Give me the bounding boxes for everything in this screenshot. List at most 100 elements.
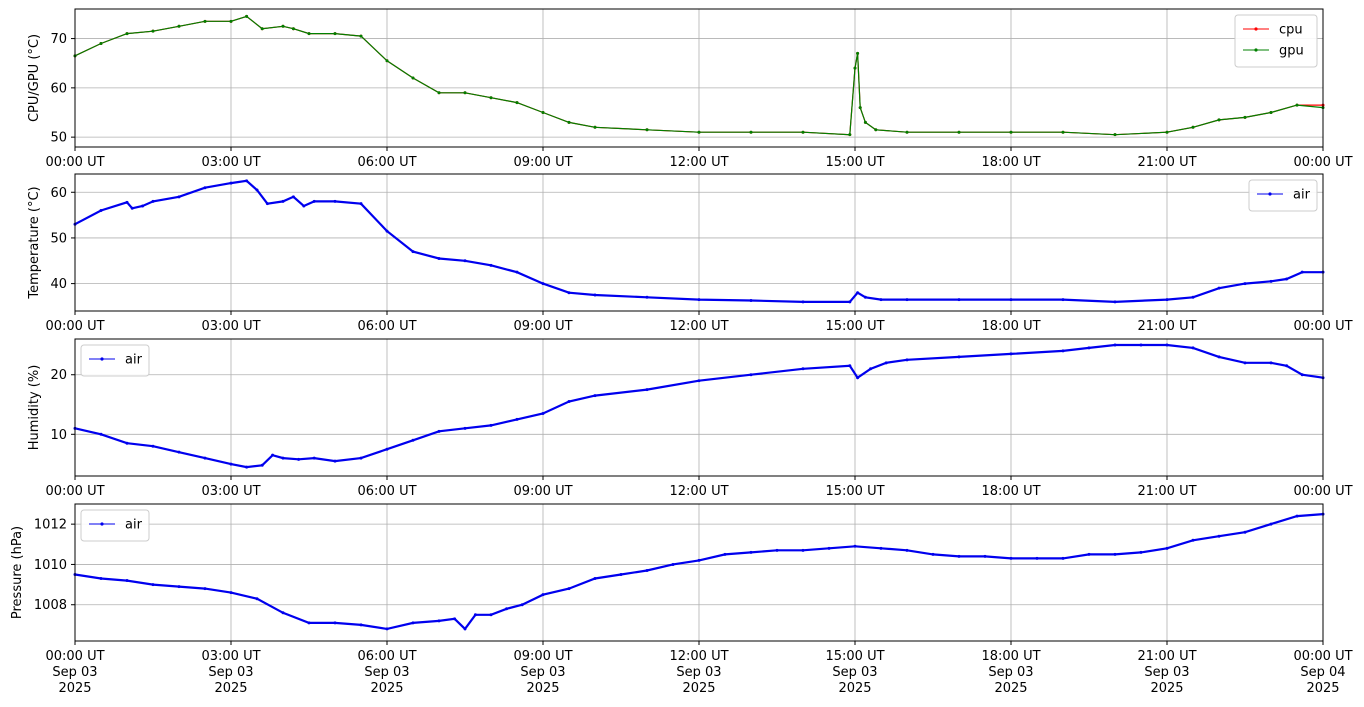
data-point-air	[1243, 530, 1247, 534]
x-tick-label: 06:00 UT	[357, 155, 416, 170]
y-tick-label: 10	[50, 428, 67, 443]
data-point-air	[905, 298, 909, 302]
x-tick-label: 00:00 UT	[1293, 319, 1352, 334]
data-point-gpu	[874, 128, 878, 132]
data-point-gpu	[858, 106, 862, 110]
data-point-air	[879, 546, 883, 550]
legend: air	[80, 344, 150, 377]
data-point-air	[203, 456, 207, 460]
data-point-air	[385, 447, 389, 451]
data-point-air	[1113, 552, 1117, 556]
panel-2: 40 50 60 00:00 UT 03:00 UT 06:00 UT 09:00 UT 12…	[27, 173, 1353, 334]
x-tick-year-label: 2025	[214, 681, 247, 696]
data-point-air	[645, 295, 649, 299]
legend-label-cpu: cpu	[1279, 23, 1303, 38]
data-point-air	[749, 298, 753, 302]
data-point-air	[411, 621, 415, 625]
data-point-gpu	[1269, 111, 1273, 114]
x-tick-date-label: Sep 03	[52, 665, 97, 680]
x-tick-label: 15:00 UT	[825, 649, 884, 664]
data-point-air	[879, 298, 883, 302]
x-tick-date-label: Sep 03	[208, 665, 253, 680]
y-tick-label: 50	[50, 231, 67, 246]
data-point-air	[931, 552, 935, 556]
data-point-air	[489, 263, 493, 267]
data-point-air	[515, 417, 519, 421]
data-point-air	[411, 438, 415, 442]
legend-marker-air	[1268, 192, 1272, 196]
data-point-air	[297, 457, 301, 461]
data-point-gpu	[749, 130, 753, 134]
x-tick-label: 00:00 UT	[45, 319, 104, 334]
x-tick-label: 15:00 UT	[825, 319, 884, 334]
data-point-air	[801, 367, 805, 371]
data-point-air	[281, 611, 285, 615]
x-tick-label: 09:00 UT	[513, 319, 572, 334]
data-point-gpu	[515, 101, 519, 105]
data-point-gpu	[856, 51, 860, 55]
data-point-air	[245, 179, 249, 183]
data-point-air	[541, 593, 545, 597]
x-tick-year-label: 2025	[1306, 681, 1339, 696]
data-point-air	[333, 621, 337, 625]
data-point-air	[848, 364, 852, 368]
x-tick-label: 03:00 UT	[201, 155, 260, 170]
data-point-air	[359, 623, 363, 627]
data-point-air	[1113, 343, 1117, 347]
data-point-gpu	[245, 14, 249, 18]
data-point-air	[271, 453, 275, 457]
data-point-gpu	[291, 27, 295, 31]
data-point-air	[1061, 556, 1065, 560]
data-point-gpu	[385, 59, 389, 63]
x-tick-label: 09:00 UT	[513, 155, 572, 170]
data-point-air	[848, 300, 852, 304]
data-point-gpu	[541, 111, 545, 114]
data-point-air	[593, 577, 597, 581]
data-point-air	[1269, 361, 1273, 365]
data-point-air	[359, 202, 363, 206]
legend-marker-air	[100, 522, 104, 526]
data-point-air	[99, 209, 103, 213]
data-point-air	[125, 579, 129, 583]
data-point-gpu	[333, 32, 337, 36]
data-point-gpu	[1243, 115, 1247, 119]
x-tick-label: 00:00 UT	[45, 155, 104, 170]
data-point-air	[1269, 522, 1273, 526]
data-point-air	[229, 462, 233, 466]
data-point-air	[203, 587, 207, 591]
y-tick-label: 60	[50, 81, 67, 96]
x-tick-label: 18:00 UT	[981, 155, 1040, 170]
data-point-air	[437, 619, 441, 623]
data-point-air	[1139, 343, 1143, 347]
data-point-air	[983, 554, 987, 558]
data-point-air	[99, 577, 103, 581]
data-point-air	[853, 544, 857, 548]
panel-1: 50 60 70 00:00 UT 03:00 UT 06:00 UT 09:00 UT 12…	[27, 8, 1353, 170]
series-air	[73, 179, 1325, 304]
x-tick-date-label: Sep 03	[676, 665, 721, 680]
data-point-gpu	[1009, 130, 1013, 134]
data-point-air	[801, 300, 805, 304]
data-point-air	[905, 548, 909, 552]
data-point-air	[1191, 295, 1195, 299]
x-tick-label: 12:00 UT	[669, 649, 728, 664]
x-tick-label: 18:00 UT	[981, 484, 1040, 499]
data-point-air	[520, 603, 524, 607]
data-point-air	[775, 548, 779, 552]
data-point-gpu	[567, 120, 571, 124]
y-tick-label: 20	[50, 368, 67, 383]
data-point-air	[255, 188, 259, 192]
data-point-air	[1217, 534, 1221, 538]
data-point-gpu	[1191, 125, 1195, 129]
legend-box	[1234, 14, 1318, 68]
data-point-air	[151, 444, 155, 448]
data-point-air	[229, 591, 233, 595]
data-point-gpu	[645, 128, 649, 132]
x-tick-label: 15:00 UT	[825, 484, 884, 499]
data-point-air	[957, 554, 961, 558]
data-point-gpu	[1061, 130, 1065, 134]
legend-box	[80, 509, 150, 542]
data-point-gpu	[957, 130, 961, 134]
data-point-air	[151, 199, 155, 203]
